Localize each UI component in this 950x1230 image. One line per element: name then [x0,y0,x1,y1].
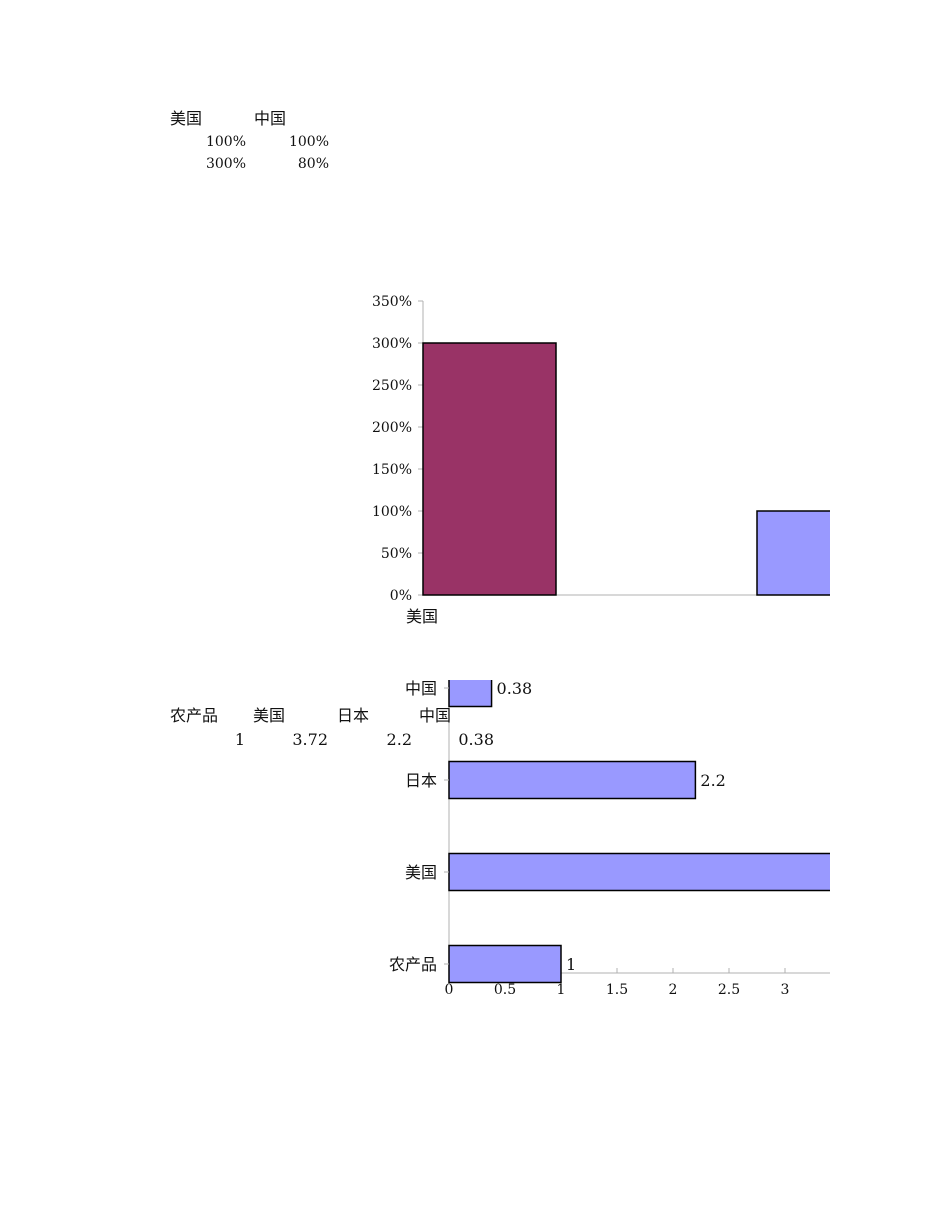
y-tick-label: 0% [390,588,412,604]
bar [756,510,830,596]
table2-cell: 2.2 [386,730,412,749]
y-tick-label: 250% [372,378,412,394]
y-category-label: 美国 [405,863,437,882]
bar [448,680,493,708]
table1-cell: 300% [205,156,246,172]
table1-cell: 100% [205,134,246,150]
data-label: 1 [566,955,576,974]
table2-header: 中国 [419,706,452,725]
y-category-label: 农产品 [389,955,437,974]
table1-header-china: 中国 [254,109,287,128]
x-tick-label: 0 [445,982,454,998]
y-category-label: 日本 [405,771,437,790]
y-tick-label: 300% [372,336,412,352]
table2-header: 农产品 [170,706,219,725]
x-category-label: 美国 [406,607,438,626]
data-label: 0.38 [497,680,533,698]
x-tick-label: 1.5 [606,982,628,998]
y-tick-label: 150% [372,462,412,478]
table2-header: 美国 [253,706,286,725]
bar [422,342,557,596]
table2-cell: 1 [234,730,245,749]
table2-cell: 0.38 [458,730,494,749]
table1-header-usa: 美国 [170,109,203,128]
x-tick-label: 3 [781,982,790,998]
y-category-label: 中国 [405,680,437,698]
x-tick-label: 0.5 [494,982,516,998]
bar [448,852,830,892]
vertical-bar-chart: 0% 50% 100% 150% 200% 250% 300% 350% 美国 [372,294,830,626]
y-tick-label: 100% [372,504,412,520]
bar [448,760,697,800]
table2-cell: 3.72 [292,730,328,749]
table2-header: 日本 [337,706,370,725]
x-tick-label: 2 [669,982,678,998]
y-tick-label: 50% [381,546,412,562]
table1-cell: 100% [288,134,329,150]
y-tick-label: 200% [372,420,412,436]
table1-cell: 80% [297,156,329,172]
x-tick-label: 1 [557,982,566,998]
bar [448,944,562,984]
y-tick-label: 350% [372,294,412,310]
data-label: 2.2 [700,771,725,790]
x-tick-label: 2.5 [718,982,740,998]
